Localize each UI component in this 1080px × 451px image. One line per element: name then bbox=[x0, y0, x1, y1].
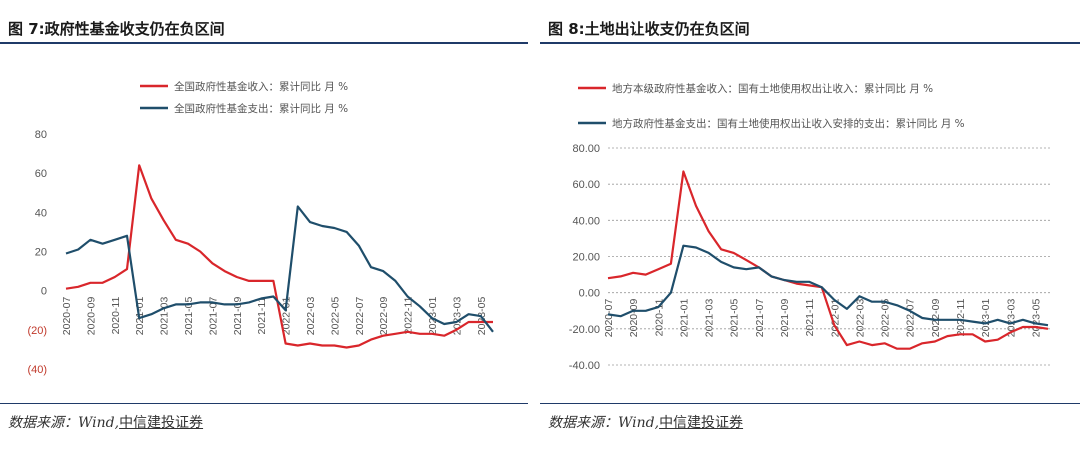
x-tick-label: 2022-03 bbox=[305, 297, 317, 336]
series-line bbox=[607, 170, 1049, 350]
x-tick-label: 2022-01 bbox=[829, 299, 841, 338]
figure-8-chart: 地方本级政府性基金收入：国有土地使用权出让收入：累计同比 月 % 地方政府性基金支… bbox=[569, 82, 1050, 372]
legend-label: 地方本级政府性基金收入：国有土地使用权出让收入：累计同比 月 % bbox=[612, 82, 933, 95]
x-tick-label: 2021-05 bbox=[183, 297, 195, 336]
x-tick-label: 2020-11 bbox=[110, 297, 122, 335]
y-tick-label: (20) bbox=[27, 325, 47, 337]
y-tick-label: 40.00 bbox=[572, 215, 600, 227]
y-tick-label: 20 bbox=[35, 247, 47, 259]
x-tick-label: 2020-07 bbox=[61, 297, 73, 336]
figure-8-title: 图 8:土地出让收支仍在负区间 bbox=[548, 20, 750, 38]
y-tick-label: -40.00 bbox=[569, 360, 600, 372]
source-brand-link[interactable]: 中信建投证券 bbox=[119, 415, 204, 431]
series-line bbox=[65, 164, 493, 349]
x-tick-label: 2021-09 bbox=[779, 299, 791, 338]
figure-8-panel: 图 8:土地出让收支仍在负区间 地方本级政府性基金收入：国有土地使用权出让收入：… bbox=[540, 0, 1080, 451]
figure-7-panel: 图 7:政府性基金收支仍在负区间 全国政府性基金收入：累计同比 月 % 全国政府性… bbox=[0, 0, 528, 451]
y-tick-label: 0 bbox=[41, 286, 47, 298]
x-tick-label: 2021-05 bbox=[729, 299, 741, 338]
y-tick-label: 0.00 bbox=[579, 288, 600, 300]
source-brand-link[interactable]: 中信建投证券 bbox=[659, 415, 744, 431]
x-tick-label: 2022-07 bbox=[354, 297, 366, 336]
x-tick-label: 2020-09 bbox=[628, 299, 640, 338]
x-tick-label: 2022-01 bbox=[281, 297, 293, 336]
x-tick-label: 2021-01 bbox=[678, 299, 690, 338]
x-tick-label: 2020-07 bbox=[603, 299, 615, 338]
x-tick-label: 2023-05 bbox=[1030, 299, 1042, 338]
figure-8-bottom-rule bbox=[540, 403, 1080, 404]
figure-7-title: 图 7:政府性基金收支仍在负区间 bbox=[8, 20, 225, 38]
series-line bbox=[607, 244, 1049, 327]
x-tick-label: 2022-09 bbox=[378, 297, 390, 336]
x-tick-label: 2021-03 bbox=[159, 297, 171, 336]
x-tick-label: 2022-11 bbox=[955, 299, 967, 337]
figure-8-source: 数据来源：Wind,中信建投证券 bbox=[548, 412, 743, 432]
x-tick-label: 2023-03 bbox=[451, 297, 463, 336]
x-tick-label: 2021-03 bbox=[704, 299, 716, 338]
y-tick-label: -20.00 bbox=[569, 324, 600, 336]
legend-label: 全国政府性基金收入：累计同比 月 % bbox=[174, 80, 348, 93]
x-tick-label: 2023-03 bbox=[1005, 299, 1017, 338]
x-tick-label: 2020-11 bbox=[653, 299, 665, 337]
x-tick-label: 2021-07 bbox=[754, 299, 766, 338]
x-tick-label: 2022-03 bbox=[854, 299, 866, 338]
y-tick-label: 60 bbox=[35, 168, 47, 180]
x-tick-label: 2023-01 bbox=[427, 297, 439, 336]
y-tick-label: (40) bbox=[27, 364, 47, 376]
figure-7-source: 数据来源：Wind,中信建投证券 bbox=[8, 412, 203, 432]
x-tick-label: 2022-09 bbox=[930, 299, 942, 338]
x-tick-label: 2022-05 bbox=[329, 297, 341, 336]
legend-label: 全国政府性基金支出：累计同比 月 % bbox=[174, 102, 348, 115]
series-line bbox=[65, 205, 494, 333]
x-tick-label: 2020-09 bbox=[85, 297, 97, 336]
x-tick-label: 2022-11 bbox=[403, 297, 415, 335]
source-prefix: 数据来源：Wind, bbox=[548, 415, 660, 431]
x-tick-label: 2021-09 bbox=[232, 297, 244, 336]
x-tick-label: 2023-01 bbox=[980, 299, 992, 338]
y-tick-label: 60.00 bbox=[572, 179, 600, 191]
source-prefix: 数据来源：Wind, bbox=[8, 415, 120, 431]
y-tick-label: 80.00 bbox=[572, 143, 600, 155]
figure-7-bottom-rule bbox=[0, 403, 528, 404]
x-tick-label: 2022-05 bbox=[880, 299, 892, 338]
figure-7-title-rule bbox=[0, 42, 528, 44]
x-tick-label: 2022-07 bbox=[905, 299, 917, 338]
x-tick-label: 2021-07 bbox=[207, 297, 219, 336]
x-tick-label: 2021-11 bbox=[804, 299, 816, 337]
figure-7-chart: 全国政府性基金收入：累计同比 月 % 全国政府性基金支出：累计同比 月 % 80 60… bbox=[27, 80, 494, 376]
y-tick-label: 40 bbox=[35, 207, 47, 219]
y-tick-label: 80 bbox=[35, 129, 47, 141]
legend-label: 地方政府性基金支出：国有土地使用权出让收入安排的支出：累计同比 月 % bbox=[612, 117, 965, 130]
figure-8-title-rule bbox=[540, 42, 1080, 44]
x-tick-label: 2021-11 bbox=[256, 297, 268, 335]
y-tick-label: 20.00 bbox=[572, 252, 600, 264]
